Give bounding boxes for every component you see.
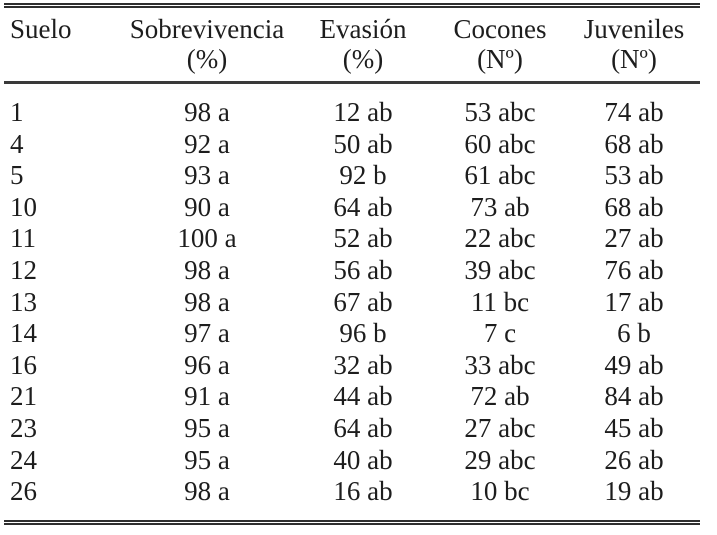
cell-evasion: 64 ab: [333, 412, 393, 443]
cell-sobrevivencia: 91 a: [184, 381, 230, 412]
cell-suelo: 10: [10, 191, 37, 222]
cell-cocones: 29 abc: [464, 444, 536, 475]
cell-sobrevivencia: 97 a: [184, 318, 230, 349]
cell-suelo: 13: [10, 286, 37, 317]
cell-sobrevivencia: 93 a: [184, 160, 230, 191]
table-row: 26 98 a 16 ab 10 bc 19 ab: [4, 476, 700, 522]
cell-cocones: 27 abc: [464, 412, 536, 443]
cell-suelo: 12: [10, 254, 37, 285]
cell-evasion: 64 ab: [333, 191, 393, 222]
cell-suelo: 11: [10, 223, 36, 254]
header-juveniles-unit: (Nº): [611, 44, 657, 74]
cell-suelo: 4: [10, 128, 24, 159]
cell-evasion: 96 b: [339, 318, 387, 349]
cell-juveniles: 45 ab: [604, 412, 664, 443]
table-row: 1 98 a 12 ab 53 abc 74 ab: [4, 83, 700, 129]
cell-sobrevivencia: 95 a: [184, 412, 230, 443]
table-row: 13 98 a 67 ab 11 bc 17 ab: [4, 287, 700, 319]
cell-suelo: 16: [10, 349, 37, 380]
cell-juveniles: 84 ab: [604, 381, 664, 412]
table-row: 10 90 a 64 ab 73 ab 68 ab: [4, 192, 700, 224]
cell-suelo: 5: [10, 160, 24, 191]
header-evasion: Evasión (%): [294, 5, 432, 84]
cell-cocones: 33 abc: [464, 349, 536, 380]
table-row: 12 98 a 56 ab 39 abc 76 ab: [4, 255, 700, 287]
header-evasion-unit: (%): [342, 44, 384, 74]
cell-cocones: 72 ab: [470, 381, 530, 412]
cell-evasion: 52 ab: [333, 223, 393, 254]
header-suelo-label: Suelo: [10, 14, 72, 44]
header-suelo: Suelo: [4, 5, 120, 84]
cell-sobrevivencia: 100 a: [177, 223, 237, 254]
header-sobrevivencia-unit: (%): [186, 44, 228, 74]
cell-evasion: 40 ab: [333, 444, 393, 475]
cell-evasion: 67 ab: [333, 286, 393, 317]
header-juveniles: Juveniles (Nº): [568, 5, 700, 84]
cell-sobrevivencia: 98 a: [184, 97, 230, 127]
cell-juveniles: 19 ab: [604, 476, 664, 507]
table-body: 1 98 a 12 ab 53 abc 74 ab 4 92 a 50 ab 6…: [4, 83, 700, 523]
cell-juveniles: 27 ab: [604, 223, 664, 254]
cell-sobrevivencia: 98 a: [184, 476, 230, 507]
table-row: 21 91 a 44 ab 72 ab 84 ab: [4, 381, 700, 413]
cell-evasion: 44 ab: [333, 381, 393, 412]
cell-cocones: 22 abc: [464, 223, 536, 254]
table-row: 23 95 a 64 ab 27 abc 45 ab: [4, 413, 700, 445]
cell-evasion: 16 ab: [333, 476, 393, 507]
header-cocones-unit: (Nº): [477, 44, 523, 74]
cell-evasion: 92 b: [339, 160, 387, 191]
cell-suelo: 23: [10, 412, 37, 443]
cell-suelo: 1: [10, 97, 24, 127]
cell-cocones: 10 bc: [470, 476, 530, 507]
header-cocones-label: Cocones: [453, 14, 547, 44]
cell-cocones: 73 ab: [470, 191, 530, 222]
header-juveniles-label: Juveniles: [583, 14, 685, 44]
cell-suelo: 24: [10, 444, 37, 475]
cell-cocones: 53 abc: [464, 97, 536, 127]
header-cocones: Cocones (Nº): [432, 5, 568, 84]
table-row: 4 92 a 50 ab 60 abc 68 ab: [4, 129, 700, 161]
cell-evasion: 50 ab: [333, 128, 393, 159]
cell-juveniles: 68 ab: [604, 128, 664, 159]
cell-evasion: 32 ab: [333, 349, 393, 380]
cell-suelo: 14: [10, 318, 37, 349]
cell-juveniles: 68 ab: [604, 191, 664, 222]
cell-suelo: 26: [10, 476, 37, 507]
cell-juveniles: 26 ab: [604, 444, 664, 475]
table-row: 16 96 a 32 ab 33 abc 49 ab: [4, 350, 700, 382]
cell-cocones: 60 abc: [464, 128, 536, 159]
cell-sobrevivencia: 90 a: [184, 191, 230, 222]
cell-sobrevivencia: 98 a: [184, 286, 230, 317]
cell-cocones: 39 abc: [464, 254, 536, 285]
cell-cocones: 7 c: [483, 318, 517, 349]
table-row: 24 95 a 40 ab 29 abc 26 ab: [4, 445, 700, 477]
table-row: 11 100 a 52 ab 22 abc 27 ab: [4, 223, 700, 255]
cell-sobrevivencia: 95 a: [184, 444, 230, 475]
cell-sobrevivencia: 98 a: [184, 254, 230, 285]
cell-juveniles: 6 b: [617, 318, 651, 349]
header-row: Suelo Sobrevivencia (%) Evasión (%) Coco…: [4, 5, 700, 84]
header-suelo-unit: [10, 44, 120, 74]
header-evasion-label: Evasión: [319, 14, 407, 44]
cell-sobrevivencia: 92 a: [184, 128, 230, 159]
cell-cocones: 11 bc: [470, 286, 530, 317]
cell-suelo: 21: [10, 381, 37, 412]
table-row: 14 97 a 96 b 7 c 6 b: [4, 318, 700, 350]
cell-juveniles: 74 ab: [604, 97, 664, 127]
table-header: Suelo Sobrevivencia (%) Evasión (%) Coco…: [4, 5, 700, 84]
cell-evasion: 12 ab: [333, 97, 393, 127]
cell-juveniles: 49 ab: [604, 349, 664, 380]
header-sobrevivencia-label: Sobrevivencia: [129, 14, 285, 44]
results-table: Suelo Sobrevivencia (%) Evasión (%) Coco…: [4, 3, 700, 525]
cell-juveniles: 53 ab: [604, 160, 664, 191]
cell-sobrevivencia: 96 a: [184, 349, 230, 380]
table-row: 5 93 a 92 b 61 abc 53 ab: [4, 160, 700, 192]
header-sobrevivencia: Sobrevivencia (%): [120, 5, 294, 84]
cell-juveniles: 17 ab: [604, 286, 664, 317]
cell-juveniles: 76 ab: [604, 254, 664, 285]
cell-cocones: 61 abc: [464, 160, 536, 191]
cell-evasion: 56 ab: [333, 254, 393, 285]
